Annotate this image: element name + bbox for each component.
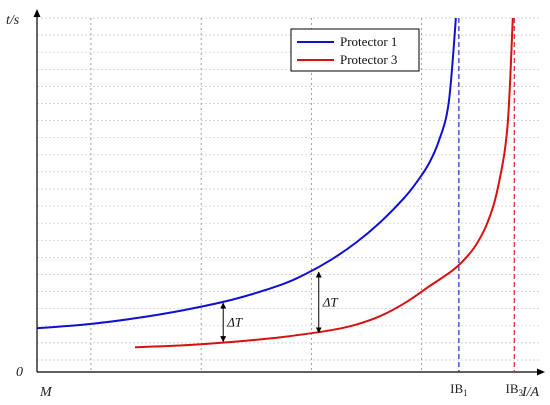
y-axis-arrow	[33, 9, 41, 17]
legend-box	[290, 28, 420, 72]
delta-t-label: ΔT	[226, 314, 243, 329]
grid	[37, 17, 540, 372]
series-line	[36, 17, 457, 330]
annotations: ΔT ΔT	[220, 271, 339, 343]
delta-t-label: ΔT	[322, 294, 339, 309]
series	[36, 17, 514, 349]
series-line	[134, 17, 514, 349]
axes: t/s I/A 0 M	[6, 9, 545, 400]
asymptotes	[458, 18, 515, 372]
legend-entry: Protector 1	[340, 34, 397, 49]
y-axis-label: t/s	[6, 13, 20, 28]
origin-y-label: 0	[16, 365, 23, 380]
legend: Protector 1 Protector 3	[290, 28, 420, 72]
x-tick-label: IB3	[506, 381, 524, 398]
x-tick-label: IB1	[450, 381, 468, 398]
x-ticks: IB1 IB3	[450, 381, 523, 398]
x-axis-label: I/A	[521, 385, 540, 400]
x-axis-arrow	[537, 368, 545, 376]
origin-x-label: M	[39, 385, 53, 400]
legend-entry: Protector 3	[340, 52, 397, 67]
